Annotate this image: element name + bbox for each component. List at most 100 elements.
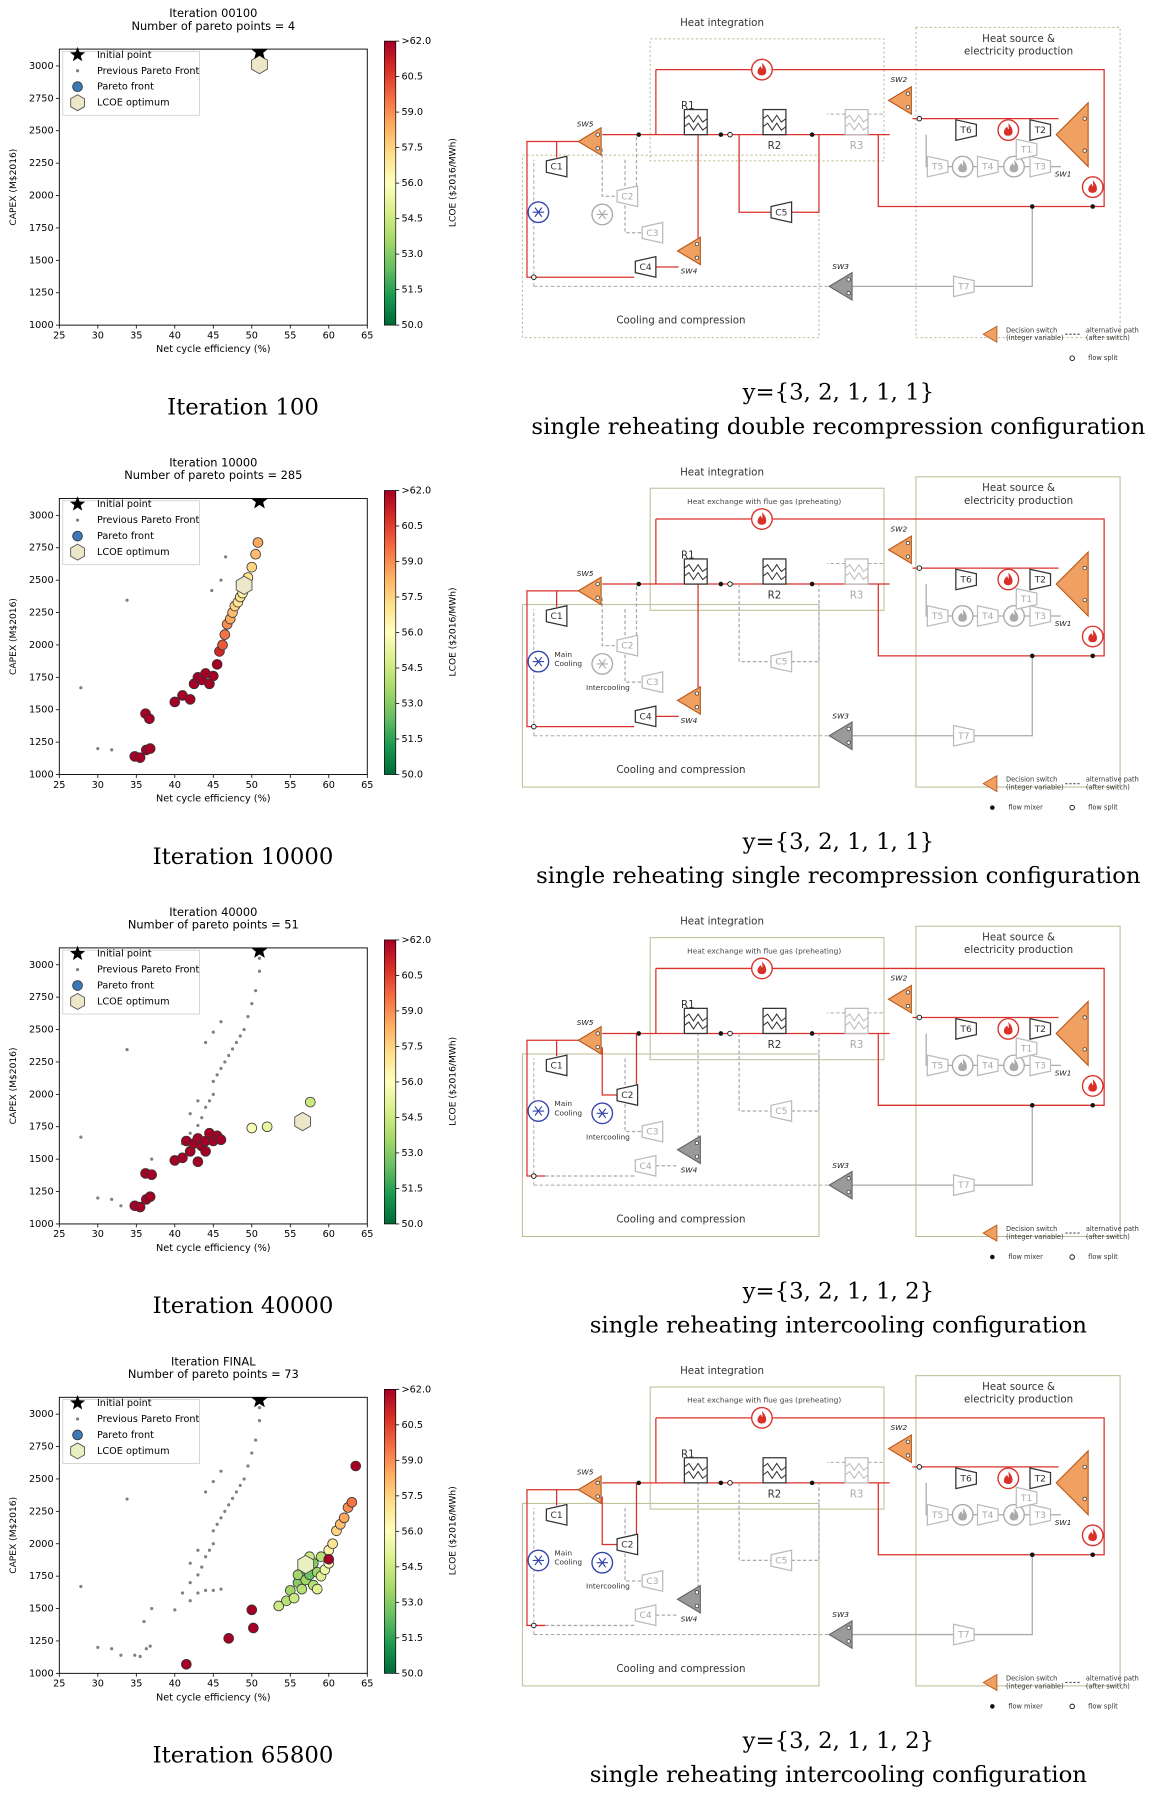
region-label: Cooling and compression <box>616 1663 745 1675</box>
legend-box <box>62 1399 201 1464</box>
legend-label: flow split <box>1088 804 1118 812</box>
region-label: Heat integration <box>680 1365 764 1377</box>
legend-label: Decision switch <box>1006 1225 1057 1233</box>
chart-subtitle: Number of pareto points = 51 <box>128 918 299 932</box>
switch-port <box>846 740 851 745</box>
configuration-vector: y={3, 2, 1, 1, 1} <box>742 829 934 855</box>
previous-front-point <box>219 578 223 582</box>
flame-icon <box>958 1058 967 1072</box>
colorbar-tick-label: 54.5 <box>402 663 424 674</box>
y-tick-label: 2250 <box>29 1506 54 1517</box>
y-tick-label: 1750 <box>29 672 54 683</box>
x-tick-label: 35 <box>130 1679 142 1690</box>
heat-exchanger <box>844 1457 869 1484</box>
component-label: C3 <box>646 678 658 688</box>
y-axis-label: CAPEX (M$2016) <box>9 149 19 226</box>
flame-icon <box>757 512 767 525</box>
flow-line <box>850 206 1033 287</box>
switch-label: SW5 <box>577 119 594 128</box>
component-label: T6 <box>959 576 972 586</box>
legend-label: LCOE optimum <box>97 98 170 109</box>
flow-line <box>624 1507 643 1582</box>
y-tick-label: 1250 <box>29 288 54 299</box>
previous-front-point <box>250 1451 254 1455</box>
colorbar-tick-label: >62.0 <box>402 1384 432 1395</box>
flow-line <box>738 1482 820 1562</box>
snowflake-icon <box>596 1557 608 1568</box>
compressor <box>616 185 639 208</box>
flame-icon <box>958 1507 967 1521</box>
legend-symbol <box>69 496 86 511</box>
legend-symbol <box>982 1673 998 1692</box>
x-tick-label: 60 <box>323 330 335 341</box>
heat-exchanger <box>683 558 708 585</box>
chart-subtitle: Number of pareto points = 4 <box>131 19 295 33</box>
previous-front-point <box>204 1105 208 1109</box>
legend-box <box>62 949 201 1015</box>
y-tick-label: 1500 <box>29 255 54 266</box>
compressor <box>545 1054 568 1077</box>
previous-front-point <box>257 956 262 960</box>
pareto-point <box>246 1604 258 1616</box>
flow-junction <box>1029 1552 1035 1557</box>
region-label: Cooling and compression <box>616 315 745 327</box>
previous-front-point <box>96 1645 100 1650</box>
component-label: C4 <box>640 1611 652 1621</box>
heat-exchanger-coil <box>684 563 708 581</box>
turbine <box>1029 1467 1052 1490</box>
previous-front-point <box>257 1406 262 1410</box>
switch-port <box>694 1154 699 1159</box>
x-tick-label: 25 <box>53 1229 65 1240</box>
component-label: T3 <box>1034 1061 1047 1071</box>
chart-subtitle: Number of pareto points = 73 <box>128 1367 299 1381</box>
legend-label: Initial point <box>97 499 152 510</box>
turbine <box>952 1174 975 1197</box>
compressor <box>634 255 657 279</box>
flow-line <box>877 584 1090 657</box>
legend-label: flow split <box>1088 1702 1118 1710</box>
switch-port <box>846 1176 851 1181</box>
legend-label: (after switch) <box>1086 784 1130 792</box>
pareto-point <box>192 1156 204 1168</box>
previous-front-point <box>211 1079 215 1083</box>
switch-port <box>846 1639 851 1644</box>
previous-front-point <box>223 1509 227 1513</box>
heat-exchanger <box>683 1457 708 1484</box>
switch-label: SW2 <box>890 524 907 533</box>
process-diagram: Heat integration Heat source &electricity… <box>521 1365 1139 1788</box>
process-diagram: Heat integration Heat source &electricity… <box>521 17 1146 440</box>
turbine <box>952 275 975 298</box>
legend-symbol <box>75 69 80 73</box>
previous-front-point <box>125 1048 129 1052</box>
legend-label: Pareto front <box>97 1430 154 1441</box>
flow-line <box>850 1105 1033 1186</box>
heat-exchanger-coil <box>844 1462 869 1480</box>
legend-symbol <box>75 518 80 522</box>
y-tick-label: 2500 <box>29 575 54 586</box>
decision-switch <box>577 126 602 157</box>
switch-port <box>905 1453 910 1458</box>
flow-junction <box>636 581 642 587</box>
legend-label: Pareto front <box>97 531 154 542</box>
pareto-point <box>177 1152 188 1164</box>
decision-switch <box>577 1025 602 1055</box>
previous-front-point <box>133 1653 137 1657</box>
component-label: C2 <box>621 192 633 202</box>
previous-front-point <box>148 1644 152 1648</box>
decision-switch <box>676 236 701 266</box>
switch-port <box>846 1189 851 1195</box>
colorbar-tick-label: 50.0 <box>402 1219 424 1230</box>
component-label: C1 <box>551 1061 563 1071</box>
region-label: electricity production <box>964 45 1073 57</box>
switch-port <box>1082 1496 1087 1501</box>
decision-switch <box>676 685 701 716</box>
pareto-point <box>134 752 146 763</box>
region-label: electricity production <box>964 944 1073 956</box>
previous-front-point <box>180 1591 185 1595</box>
colorbar-tick-label: 51.5 <box>402 1183 424 1194</box>
flow-junction <box>1029 1103 1035 1108</box>
component-label: C2 <box>621 1091 633 1101</box>
configuration-vector: y={3, 2, 1, 1, 2} <box>742 1728 934 1754</box>
